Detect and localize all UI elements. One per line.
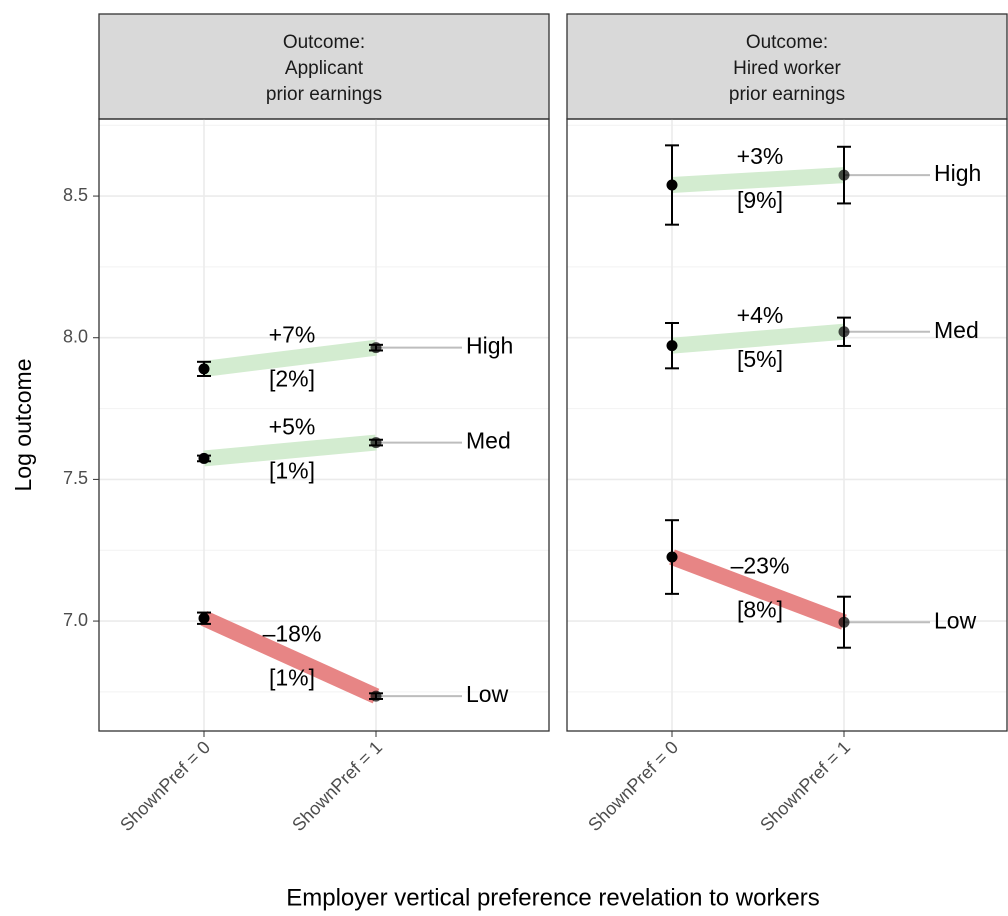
- se-label: [1%]: [269, 458, 315, 484]
- point: [666, 179, 678, 191]
- point: [198, 363, 210, 375]
- slope-band: [669, 549, 847, 630]
- series-label: High: [466, 333, 513, 359]
- point: [838, 616, 850, 628]
- slope-band: [200, 610, 380, 704]
- change-label: +4%: [737, 302, 784, 328]
- se-label: [8%]: [737, 597, 783, 623]
- series-label: High: [934, 160, 981, 186]
- point: [666, 551, 678, 563]
- series-label: Low: [934, 607, 977, 633]
- slope-band: [203, 339, 377, 377]
- y-axis-title: Log outcome: [10, 359, 36, 492]
- strip-title: Applicant: [285, 58, 364, 79]
- x-tick-label: ShownPref = 1: [288, 737, 386, 835]
- strip: [566, 13, 1008, 120]
- y-tick-label: 8.5: [63, 185, 88, 205]
- x-tick-label: ShownPref = 0: [584, 737, 682, 835]
- se-label: [1%]: [269, 664, 315, 690]
- series-label: Med: [934, 317, 979, 343]
- strip-title: Outcome:: [283, 32, 365, 53]
- change-label: +3%: [737, 143, 784, 169]
- series-label: Low: [466, 681, 509, 707]
- x-tick-label: ShownPref = 1: [756, 737, 854, 835]
- se-label: [9%]: [737, 187, 783, 213]
- y-tick-label: 8.0: [63, 326, 88, 346]
- x-tick-label: ShownPref = 0: [116, 737, 214, 835]
- strip-title: Hired worker: [733, 58, 841, 79]
- change-label: +7%: [269, 321, 316, 347]
- point: [198, 612, 210, 624]
- slope-band: [203, 434, 377, 467]
- strip-title: prior earnings: [266, 84, 382, 105]
- point: [198, 452, 210, 464]
- panel-border: [98, 118, 550, 732]
- slope-band: [671, 167, 845, 194]
- change-label: –23%: [731, 553, 790, 579]
- se-label: [2%]: [269, 365, 315, 391]
- change-label: +5%: [269, 414, 316, 440]
- slope-band: [671, 323, 845, 354]
- point: [666, 340, 678, 352]
- y-tick-label: 7.5: [63, 468, 88, 488]
- point: [370, 342, 382, 354]
- panel-border: [566, 118, 1008, 732]
- strip-title: prior earnings: [729, 84, 845, 105]
- point: [370, 690, 382, 702]
- point: [370, 437, 382, 449]
- y-tick-label: 7.0: [63, 610, 88, 630]
- change-label: –18%: [263, 620, 322, 646]
- series-label: Med: [466, 428, 511, 454]
- strip-title: Outcome:: [746, 32, 828, 53]
- x-axis-title: Employer vertical preference revelation …: [286, 884, 820, 911]
- point: [838, 326, 850, 338]
- se-label: [5%]: [737, 346, 783, 372]
- point: [838, 169, 850, 181]
- strip: [98, 13, 550, 120]
